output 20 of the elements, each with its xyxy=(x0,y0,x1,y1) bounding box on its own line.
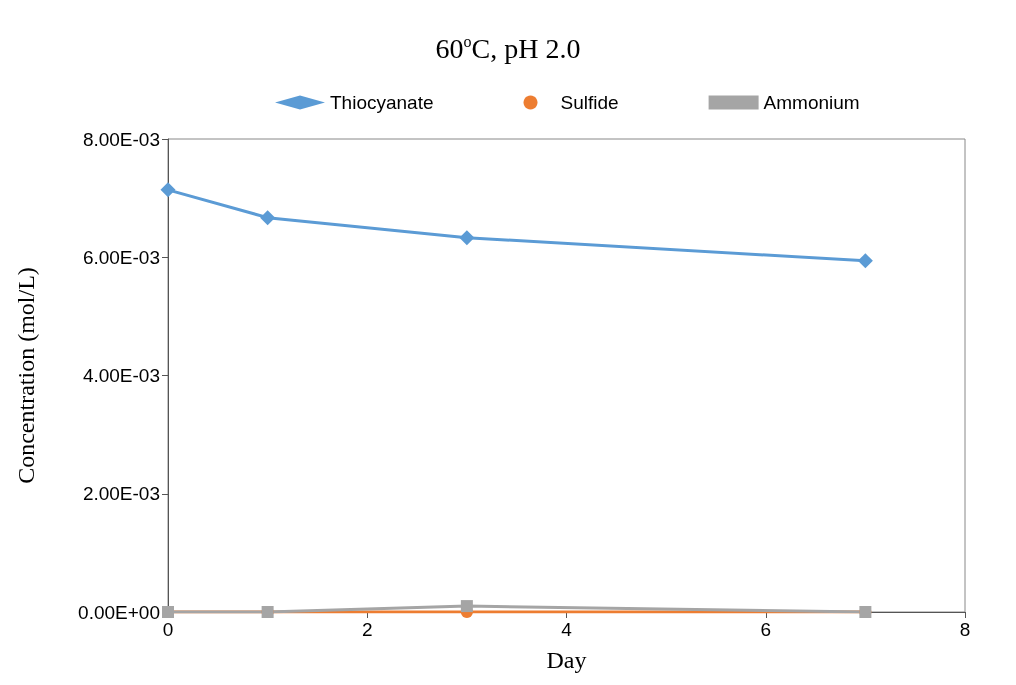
legend-label: Sulfide xyxy=(560,92,619,113)
legend-label: Thiocyanate xyxy=(330,92,434,113)
x-axis-title: Day xyxy=(546,647,587,673)
point xyxy=(459,230,475,246)
point xyxy=(260,210,276,226)
x-tick-label: 0 xyxy=(162,619,174,640)
x-tick-label: 4 xyxy=(561,619,573,640)
point xyxy=(857,253,873,269)
y-tick-label: 8.00E-03 xyxy=(82,128,160,150)
point xyxy=(460,600,473,613)
x-tick-label: 8 xyxy=(959,619,971,640)
y-tick-label: 0.00E+00 xyxy=(78,601,160,623)
legend-label: Ammonium xyxy=(763,92,860,113)
y-axis-title: Concentration (mol/L) xyxy=(13,267,39,484)
point xyxy=(160,182,176,198)
y-tick-label: 4.00E-03 xyxy=(82,365,160,386)
x-tick-label: 6 xyxy=(760,619,772,640)
x-tick-label: 2 xyxy=(361,619,373,640)
y-tick-label: 6.00E-03 xyxy=(82,246,160,268)
y-tick-label: 2.00E-03 xyxy=(82,483,160,505)
